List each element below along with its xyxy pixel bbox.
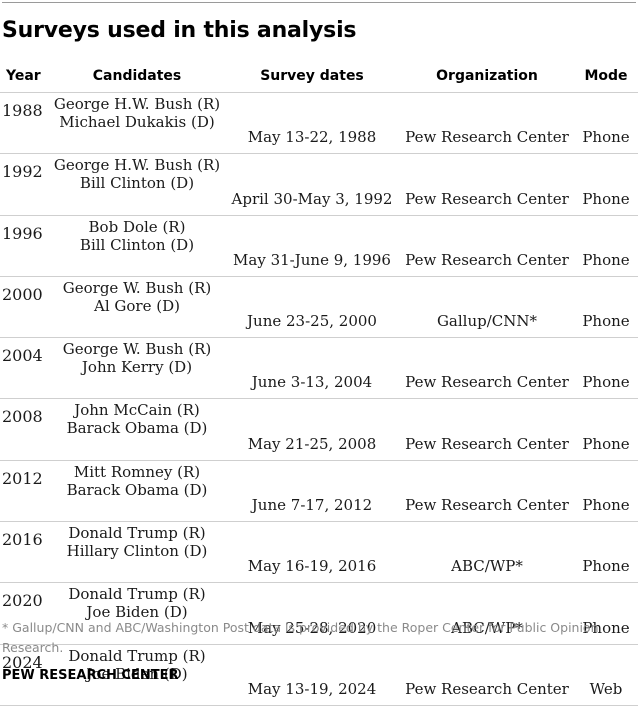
cell-organization: Pew Research Center bbox=[400, 215, 574, 277]
candidate-republican: George H.W. Bush (R) bbox=[53, 156, 221, 175]
cell-survey-dates: June 7-17, 2012 bbox=[224, 460, 400, 523]
cell-organization: ABC/WP* bbox=[400, 521, 574, 584]
table-row: 2024 Donald Trump (R) Joe Biden (D) May 13-… bbox=[0, 644, 638, 706]
candidate-republican: Mitt Romney (R) bbox=[73, 462, 201, 481]
cell-survey-dates: May 31-June 9, 1996 bbox=[224, 215, 400, 277]
cell-mode: Phone bbox=[574, 91, 638, 155]
table-row: 2020 Donald Trump (R) Joe Biden (D) May 25-… bbox=[0, 582, 638, 645]
cell-organization: ABC/WP* bbox=[400, 582, 574, 645]
top-rule bbox=[2, 2, 636, 3]
candidate-democrat: Joe Biden (D) bbox=[86, 603, 188, 622]
table-row: 2008 John McCain (R) Barack Obama (D) May 2… bbox=[0, 398, 638, 461]
footnote: * Gallup/CNN and ABC/Washington Post dat… bbox=[2, 620, 599, 655]
table-row: 1988 George H.W. Bush (R) Michael Dukakis … bbox=[0, 91, 638, 155]
cell-organization: Pew Research Center bbox=[400, 460, 574, 523]
cell-survey-dates: May 13-22, 1988 bbox=[224, 91, 400, 155]
cell-candidates: George W. Bush (R) Al Gore (D) bbox=[50, 276, 224, 339]
table-row: 1996 Bob Dole (R) Bill Clinton (D) May 31-J… bbox=[0, 215, 638, 277]
cell-survey-dates: May 16-19, 2016 bbox=[224, 521, 400, 584]
cell-year: 2016 bbox=[0, 521, 50, 584]
candidate-democrat: Joe Biden (D) bbox=[86, 664, 188, 683]
cell-candidates: John McCain (R) Barack Obama (D) bbox=[50, 398, 224, 461]
cell-candidates: George H.W. Bush (R) Bill Clinton (D) bbox=[50, 153, 224, 216]
header-year: Year bbox=[6, 68, 41, 84]
cell-survey-dates: May 25-28, 2020 bbox=[224, 582, 400, 645]
table-body: 1988 George H.W. Bush (R) Michael Dukakis … bbox=[0, 91, 638, 706]
candidate-republican: Donald Trump (R) bbox=[68, 646, 206, 665]
header-survey-dates: Survey dates bbox=[260, 68, 364, 84]
cell-survey-dates: April 30-May 3, 1992 bbox=[224, 153, 400, 216]
candidate-republican: George W. Bush (R) bbox=[62, 340, 212, 359]
cell-mode: Web bbox=[574, 644, 638, 706]
cell-year: 2000 bbox=[0, 276, 50, 339]
table-row: 1992 George H.W. Bush (R) Bill Clinton (D)… bbox=[0, 153, 638, 216]
cell-organization: Pew Research Center bbox=[400, 337, 574, 400]
cell-candidates: Bob Dole (R) Bill Clinton (D) bbox=[50, 215, 224, 277]
table-row: 2004 George W. Bush (R) John Kerry (D) June… bbox=[0, 337, 638, 400]
table-row: 2000 George W. Bush (R) Al Gore (D) June 23… bbox=[0, 276, 638, 339]
candidate-republican: George H.W. Bush (R) bbox=[53, 95, 221, 113]
surveys-table: Year Candidates Survey dates Organizatio… bbox=[0, 60, 638, 706]
header-mode: Mode bbox=[584, 68, 628, 84]
cell-candidates: Donald Trump (R) Joe Biden (D) bbox=[50, 644, 224, 706]
cell-mode: Phone bbox=[574, 521, 638, 584]
table-row: 2012 Mitt Romney (R) Barack Obama (D) June … bbox=[0, 460, 638, 523]
cell-organization: Pew Research Center bbox=[400, 644, 574, 706]
cell-year: 2012 bbox=[0, 460, 50, 523]
cell-survey-dates: May 13-19, 2024 bbox=[224, 644, 400, 706]
table-header-row: Year Candidates Survey dates Organizatio… bbox=[0, 60, 638, 93]
cell-candidates: George H.W. Bush (R) Michael Dukakis (D) bbox=[50, 91, 224, 155]
candidate-republican: George W. Bush (R) bbox=[62, 278, 212, 297]
cell-year: 2020 bbox=[0, 582, 50, 645]
cell-survey-dates: June 23-25, 2000 bbox=[224, 276, 400, 339]
candidate-republican: John McCain (R) bbox=[74, 401, 200, 420]
header-candidates: Candidates bbox=[92, 68, 182, 84]
candidate-democrat: Hillary Clinton (D) bbox=[66, 542, 208, 561]
candidate-republican: Donald Trump (R) bbox=[68, 524, 206, 543]
cell-year: 2008 bbox=[0, 398, 50, 461]
cell-mode: Phone bbox=[574, 337, 638, 400]
cell-mode: Phone bbox=[574, 582, 638, 645]
cell-year: 2004 bbox=[0, 337, 50, 400]
cell-year: 1992 bbox=[0, 153, 50, 216]
candidate-republican: Bob Dole (R) bbox=[88, 217, 186, 236]
cell-candidates: Donald Trump (R) Joe Biden (D) bbox=[50, 582, 224, 645]
cell-year: 2024 bbox=[0, 644, 50, 706]
cell-survey-dates: May 21-25, 2008 bbox=[224, 398, 400, 461]
page-title: Surveys used in this analysis bbox=[2, 18, 357, 43]
cell-mode: Phone bbox=[574, 398, 638, 461]
cell-organization: Gallup/CNN* bbox=[400, 276, 574, 339]
candidate-democrat: Michael Dukakis (D) bbox=[59, 113, 215, 131]
cell-year: 1996 bbox=[0, 215, 50, 277]
candidate-republican: Donald Trump (R) bbox=[68, 585, 206, 604]
candidate-democrat: Al Gore (D) bbox=[94, 296, 180, 315]
candidate-democrat: Bill Clinton (D) bbox=[79, 235, 195, 254]
cell-organization: Pew Research Center bbox=[400, 398, 574, 461]
cell-candidates: Donald Trump (R) Hillary Clinton (D) bbox=[50, 521, 224, 584]
cell-organization: Pew Research Center bbox=[400, 153, 574, 216]
source-label: PEW RESEARCH CENTER bbox=[2, 668, 179, 683]
cell-organization: Pew Research Center bbox=[400, 91, 574, 155]
candidate-democrat: Barack Obama (D) bbox=[66, 480, 208, 499]
cell-mode: Phone bbox=[574, 215, 638, 277]
cell-year: 1988 bbox=[0, 91, 50, 155]
candidate-democrat: John Kerry (D) bbox=[81, 358, 193, 377]
cell-candidates: George W. Bush (R) John Kerry (D) bbox=[50, 337, 224, 400]
cell-survey-dates: June 3-13, 2004 bbox=[224, 337, 400, 400]
candidate-democrat: Bill Clinton (D) bbox=[79, 174, 195, 193]
cell-candidates: Mitt Romney (R) Barack Obama (D) bbox=[50, 460, 224, 523]
header-organization: Organization bbox=[436, 68, 538, 84]
cell-mode: Phone bbox=[574, 460, 638, 523]
cell-mode: Phone bbox=[574, 276, 638, 339]
cell-mode: Phone bbox=[574, 153, 638, 216]
candidate-democrat: Barack Obama (D) bbox=[66, 419, 208, 438]
table-row: 2016 Donald Trump (R) Hillary Clinton (D) M… bbox=[0, 521, 638, 584]
